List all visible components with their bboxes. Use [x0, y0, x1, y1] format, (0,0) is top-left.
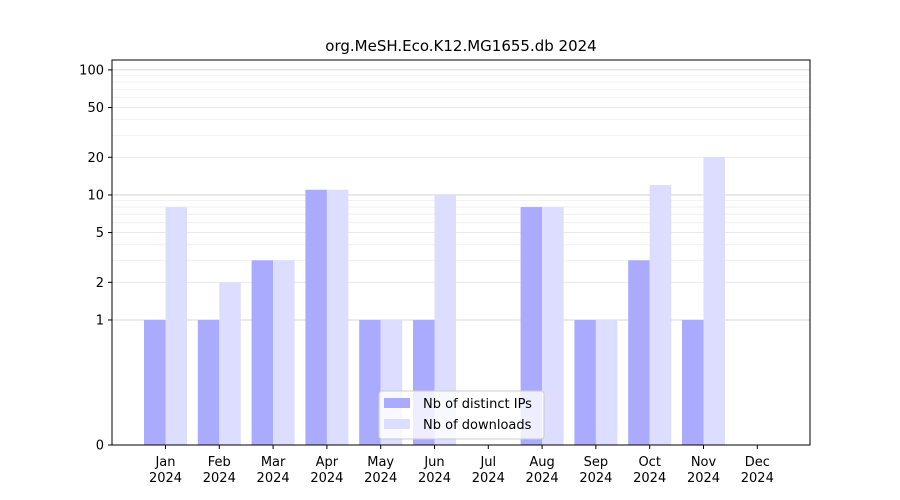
x-tick-label: Sep 2024	[579, 455, 612, 486]
bar-distinct-ips	[251, 260, 274, 445]
bar-downloads	[273, 260, 295, 445]
y-tick-label: 20	[87, 151, 104, 166]
bar-distinct-ips	[305, 189, 327, 445]
y-tick-label: 1	[96, 313, 104, 328]
x-tick-label: Feb 2024	[203, 455, 236, 486]
bar-downloads	[434, 194, 456, 445]
legend: Nb of distinct IPs Nb of downloads	[378, 390, 545, 440]
plot-frame	[111, 59, 811, 446]
axes: 0 1 2 5 10 20 50 100 Jan 2024 Feb 2024 Mar 2024 Apr 202…	[79, 63, 774, 486]
chart-title: org.MeSH.Eco.K12.MG1655.db 2024	[325, 37, 596, 55]
legend-box	[378, 390, 545, 440]
bars	[144, 157, 725, 445]
x-tick-label: Jul 2024	[472, 455, 505, 486]
x-tick-label: Nov 2024	[687, 455, 720, 486]
x-tick-label: Mar 2024	[257, 455, 290, 486]
bar-distinct-ips	[359, 319, 381, 445]
bar-downloads	[326, 189, 349, 445]
y-tick-label: 2	[96, 276, 104, 291]
y-tick-label: 50	[87, 101, 104, 116]
bar-downloads	[219, 282, 241, 445]
bar-distinct-ips	[144, 319, 166, 445]
legend-swatch-downloads	[384, 419, 410, 429]
y-tick-label: 10	[87, 188, 104, 203]
bar-distinct-ips	[574, 319, 596, 445]
bar-distinct-ips	[682, 319, 704, 445]
y-tick-label: 0	[96, 439, 104, 454]
x-tick-label: Jan 2024	[149, 455, 182, 486]
bar-downloads	[649, 185, 672, 445]
x-tick-label: Dec 2024	[741, 455, 774, 486]
legend-label-distinct-ips: Nb of distinct IPs	[423, 397, 532, 412]
x-tick-label: May 2024	[364, 455, 397, 486]
legend-label-downloads: Nb of downloads	[423, 418, 532, 433]
x-tick-label: Jun 2024	[418, 455, 451, 486]
bar-distinct-ips	[520, 207, 543, 445]
x-tick-label: Aug 2024	[526, 455, 559, 486]
y-tick-label: 100	[79, 63, 104, 78]
x-tick-label: Oct 2024	[633, 455, 666, 486]
bar-downloads	[703, 157, 725, 445]
bar-downloads	[542, 207, 564, 445]
legend-swatch-distinct-ips	[384, 398, 410, 408]
bar-downloads	[165, 207, 187, 445]
y-tick-label: 5	[96, 226, 104, 241]
x-tick-label: Apr 2024	[310, 455, 343, 486]
bar-downloads	[595, 319, 618, 445]
bar-distinct-ips	[197, 319, 220, 445]
bar-distinct-ips	[628, 260, 650, 445]
grid-lines	[112, 69, 810, 446]
